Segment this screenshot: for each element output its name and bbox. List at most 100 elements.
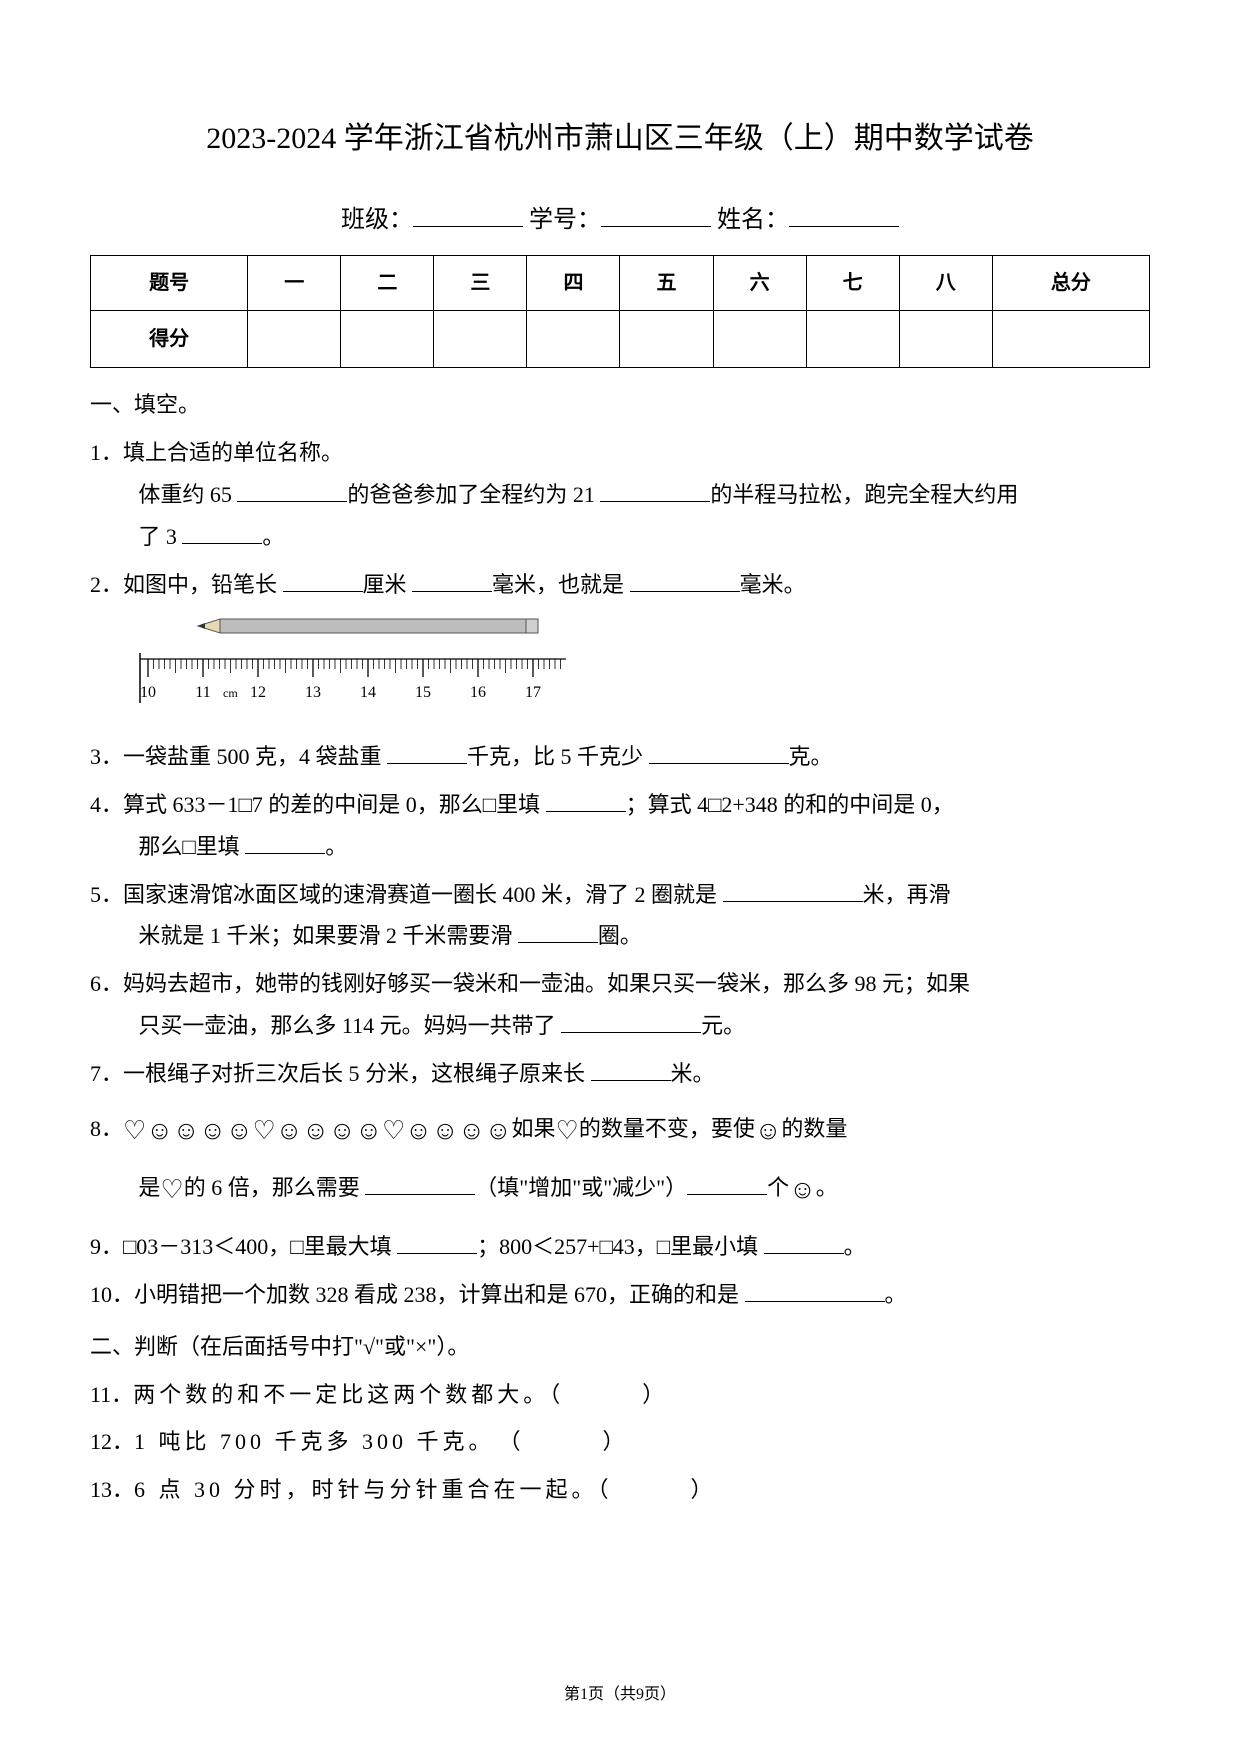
fill-blank[interactable] — [365, 1168, 475, 1195]
q-text: 个 — [767, 1175, 789, 1200]
fill-blank[interactable] — [283, 564, 363, 591]
q-num: 10． — [90, 1282, 134, 1307]
svg-text:10: 10 — [140, 684, 156, 701]
q-text: ；算式 4□2+348 的和的中间是 0， — [626, 792, 954, 817]
svg-text:16: 16 — [470, 684, 486, 701]
fill-blank[interactable] — [591, 1053, 671, 1080]
score-cell[interactable] — [434, 311, 527, 368]
ruler-figure: 1011121314151617cm — [90, 613, 1150, 722]
score-header: 七 — [806, 256, 899, 311]
q-num: 4． — [90, 792, 123, 817]
q-text: 的爸爸参加了全程约为 21 — [347, 482, 600, 507]
question-10: 10．小明错把一个加数 328 看成 238，计算出和是 670，正确的和是 。 — [90, 1274, 1150, 1316]
score-cell[interactable] — [992, 311, 1149, 368]
q-text: 国家速滑馆冰面区域的速滑赛道一圈长 400 米，滑了 2 圈就是 — [123, 882, 723, 907]
fill-blank[interactable] — [764, 1227, 844, 1254]
score-cell[interactable] — [527, 311, 620, 368]
score-cell[interactable] — [713, 311, 806, 368]
svg-text:13: 13 — [305, 684, 321, 701]
fill-blank[interactable] — [745, 1275, 885, 1302]
id-label: 学号： — [529, 207, 601, 233]
svg-text:17: 17 — [525, 684, 541, 701]
score-header: 六 — [713, 256, 806, 311]
q-text: 如图中，铅笔长 — [123, 572, 283, 597]
fill-blank[interactable] — [397, 1227, 477, 1254]
fill-blank[interactable] — [237, 475, 347, 502]
score-header: 五 — [620, 256, 713, 311]
score-header: 八 — [899, 256, 992, 311]
score-cell[interactable] — [806, 311, 899, 368]
name-label: 姓名： — [717, 207, 789, 233]
score-header: 题号 — [91, 256, 248, 311]
q-num: 1． — [90, 440, 123, 465]
q-text: 一根绳子对折三次后长 5 分米，这根绳子原来长 — [123, 1061, 591, 1086]
q-text: 体重约 65 — [138, 482, 237, 507]
q-text: 。 — [844, 1234, 866, 1259]
question-2: 2．如图中，铅笔长 厘米 毫米，也就是 毫米。 1011121314151617… — [90, 564, 1150, 723]
score-cell[interactable] — [341, 311, 434, 368]
q-text: 千克，比 5 千克少 — [467, 744, 649, 769]
name-blank[interactable] — [789, 197, 899, 227]
q-text: 小明错把一个加数 328 看成 238，计算出和是 670，正确的和是 — [134, 1282, 745, 1307]
q-num: 13． — [90, 1477, 134, 1502]
q-num: 7． — [90, 1061, 123, 1086]
fill-blank[interactable] — [546, 785, 626, 812]
q-text: 一袋盐重 500 克，4 袋盐重 — [123, 744, 387, 769]
score-header: 总分 — [992, 256, 1149, 311]
q-text: 。 — [325, 834, 347, 859]
fill-blank[interactable] — [649, 737, 789, 764]
q-text: 。 — [262, 524, 284, 549]
fill-blank[interactable] — [723, 874, 863, 901]
score-header: 三 — [434, 256, 527, 311]
exam-page: 2023-2024 学年浙江省杭州市萧山区三年级（上）期中数学试卷 班级： 学号… — [0, 0, 1240, 1557]
q-num: 5． — [90, 882, 123, 907]
score-cell[interactable] — [248, 311, 341, 368]
q-num: 9． — [90, 1234, 123, 1259]
q-text: 两个数的和不一定比这两个数都大。（ ） — [133, 1382, 668, 1407]
svg-text:11: 11 — [196, 684, 211, 701]
fill-blank[interactable] — [600, 475, 710, 502]
q-text: 的半程马拉松，跑完全程大约用 — [710, 482, 1018, 507]
score-cell[interactable] — [620, 311, 713, 368]
q-text: 米就是 1 千米；如果要滑 2 千米需要滑 — [138, 923, 518, 948]
q-text: 毫米，也就是 — [492, 572, 630, 597]
q-text: 克。 — [789, 744, 833, 769]
section-2-heading: 二、判断（在后面括号中打"√"或"×"）。 — [90, 1326, 1150, 1368]
q-text: 毫米。 — [740, 572, 806, 597]
smile-icon: ☺ — [755, 1116, 782, 1145]
svg-text:12: 12 — [250, 684, 266, 701]
score-table: 题号 一 二 三 四 五 六 七 八 总分 得分 — [90, 255, 1150, 368]
class-blank[interactable] — [413, 197, 523, 227]
q-text: 那么□里填 — [138, 834, 245, 859]
id-blank[interactable] — [601, 197, 711, 227]
fill-blank[interactable] — [561, 1006, 701, 1033]
svg-text:cm: cm — [223, 686, 238, 700]
fill-blank[interactable] — [245, 826, 325, 853]
fill-blank[interactable] — [182, 516, 262, 543]
q-text: 填上合适的单位名称。 — [123, 440, 343, 465]
q-text: 妈妈去超市，她带的钱刚好够买一袋米和一壶油。如果只买一袋米，那么多 98 元；如… — [123, 971, 970, 996]
score-value-row: 得分 — [91, 311, 1150, 368]
fill-blank[interactable] — [518, 916, 598, 943]
class-label: 班级： — [341, 207, 413, 233]
fill-blank[interactable] — [412, 564, 492, 591]
q-text: 是 — [138, 1175, 160, 1200]
q-text: 的数量不变，要使 — [579, 1116, 755, 1141]
q-text: 如果 — [512, 1116, 556, 1141]
q-text: 米。 — [671, 1061, 715, 1086]
fill-blank[interactable] — [387, 737, 467, 764]
question-8: 8．♡☺☺☺☺♡☺☺☺☺♡☺☺☺☺如果♡的数量不变，要使☺的数量 是♡的 6 倍… — [90, 1101, 1150, 1221]
score-cell[interactable] — [899, 311, 992, 368]
score-header-row: 题号 一 二 三 四 五 六 七 八 总分 — [91, 256, 1150, 311]
smile-icon: ☺ — [789, 1175, 816, 1204]
fill-blank[interactable] — [630, 564, 740, 591]
q-num: 3． — [90, 744, 123, 769]
q-text: （填"增加"或"减少"） — [475, 1175, 687, 1200]
score-header: 四 — [527, 256, 620, 311]
q-text: 算式 633－1□7 的差的中间是 0，那么□里填 — [123, 792, 546, 817]
q-text: 元。 — [701, 1013, 745, 1038]
question-11: 11．两个数的和不一定比这两个数都大。（ ） — [90, 1374, 1150, 1416]
q-num: 2． — [90, 572, 123, 597]
q-text: 。 — [885, 1282, 907, 1307]
fill-blank[interactable] — [687, 1168, 767, 1195]
